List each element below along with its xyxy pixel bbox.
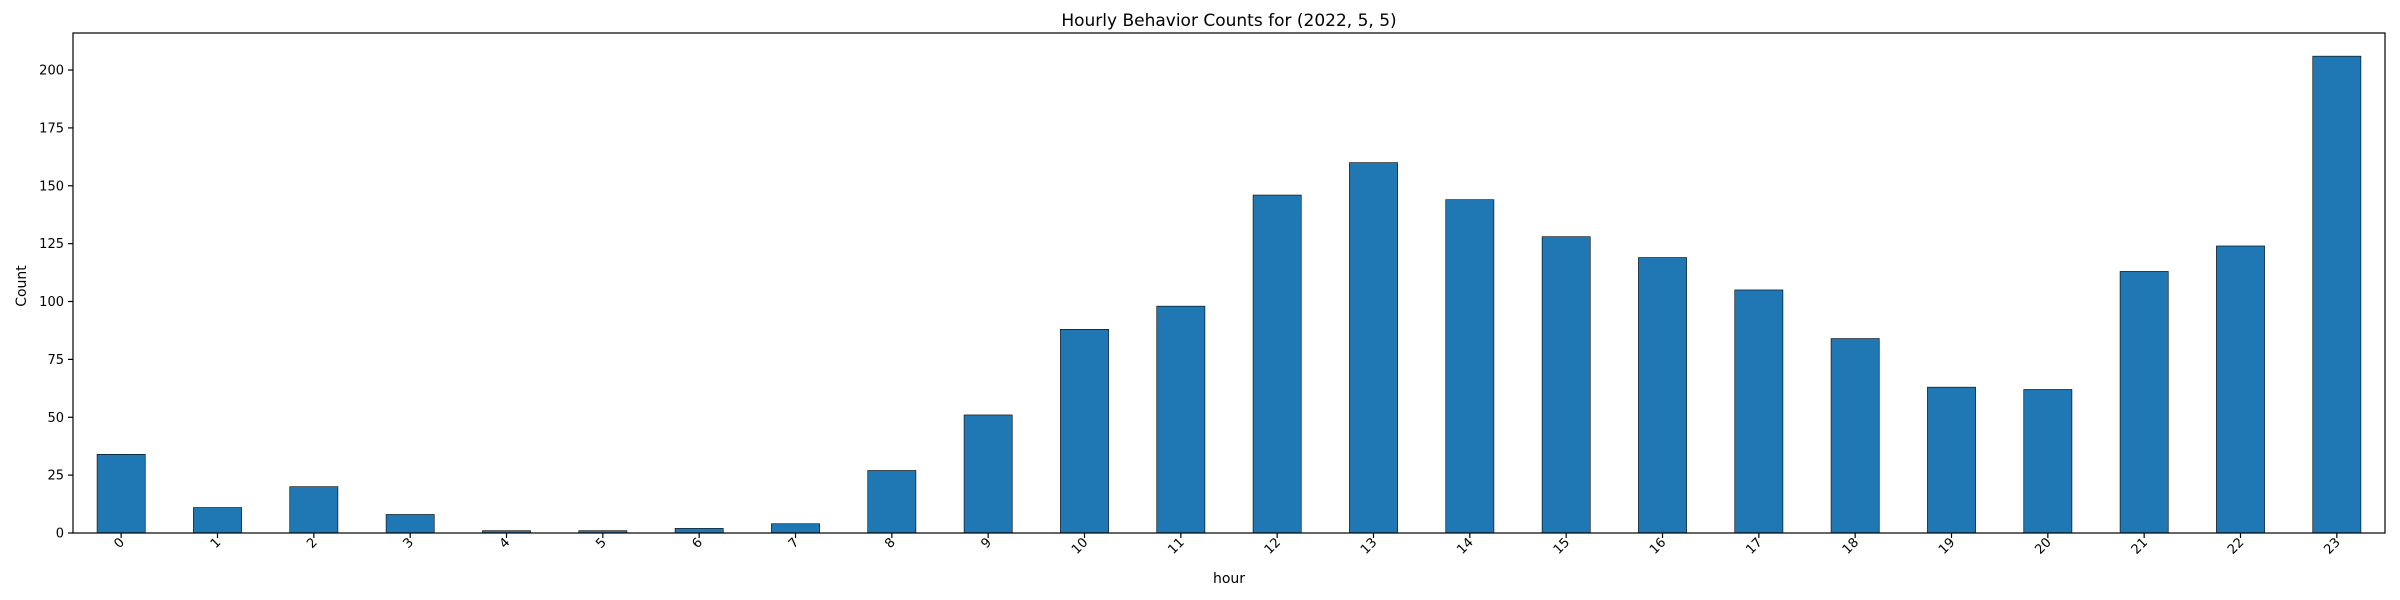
x-tick-label: 11 xyxy=(1165,535,1187,557)
bar-hour-3 xyxy=(385,514,435,534)
x-tick-label: 15 xyxy=(1551,535,1573,557)
bar-hour-23 xyxy=(2312,55,2362,534)
x-tick-label: 22 xyxy=(2225,535,2247,557)
x-tick-label: 16 xyxy=(1647,535,1669,557)
bar-hour-7 xyxy=(771,523,820,534)
x-axis-label: hour xyxy=(1213,571,1245,587)
bars-group xyxy=(96,55,2362,534)
x-tick-label: 20 xyxy=(2032,535,2054,557)
x-tick-label: 14 xyxy=(1454,535,1476,557)
x-tick-label: 0 xyxy=(112,535,128,551)
y-axis-ticks: 0 25 50 75 100 125 150 175 200 xyxy=(39,64,73,542)
y-tick-label: 50 xyxy=(47,411,64,426)
x-tick-label: 6 xyxy=(690,535,706,551)
x-tick-label: 10 xyxy=(1069,535,1091,557)
plot-frame xyxy=(72,32,2386,534)
bar-hour-18 xyxy=(1830,338,1880,534)
bar-hour-15 xyxy=(1541,236,1591,534)
x-tick-label: 1 xyxy=(208,535,224,551)
y-tick-label: 125 xyxy=(39,237,64,252)
bar-hour-12 xyxy=(1252,194,1302,534)
bar-hour-16 xyxy=(1638,257,1687,534)
chart-title: Hourly Behavior Counts for (2022, 5, 5) xyxy=(1061,11,1396,31)
bar-hour-0 xyxy=(96,453,146,534)
bar-hour-19 xyxy=(1927,386,1976,534)
x-tick-label: 12 xyxy=(1262,535,1284,557)
x-tick-label: 18 xyxy=(1840,535,1862,557)
x-tick-label: 8 xyxy=(882,535,898,551)
y-tick-label: 150 xyxy=(39,179,64,194)
x-tick-label: 21 xyxy=(2129,535,2151,557)
y-axis-label: Count xyxy=(14,265,30,307)
bar-hour-21 xyxy=(2119,271,2169,534)
bar-hour-9 xyxy=(963,414,1013,534)
x-tick-label: 4 xyxy=(497,535,513,551)
x-tick-label: 19 xyxy=(1936,535,1958,557)
bar-hour-10 xyxy=(1060,328,1109,534)
bar-hour-8 xyxy=(867,470,917,534)
bar-hour-6 xyxy=(674,528,724,534)
y-tick-label: 175 xyxy=(39,121,64,136)
x-tick-label: 17 xyxy=(1743,535,1765,557)
y-tick-label: 25 xyxy=(47,469,64,484)
x-tick-label: 2 xyxy=(304,535,320,551)
x-tick-label: 9 xyxy=(979,535,995,551)
x-tick-label: 3 xyxy=(401,535,417,551)
x-tick-label: 5 xyxy=(593,535,609,551)
x-tick-label: 7 xyxy=(786,535,802,551)
bar-hour-14 xyxy=(1445,199,1495,534)
bar-hour-13 xyxy=(1349,162,1398,534)
y-tick-label: 200 xyxy=(39,64,64,79)
bar-hour-11 xyxy=(1156,305,1206,534)
y-tick-label: 75 xyxy=(47,353,64,368)
x-axis-ticks: 0 1 2 3 4 5 6 7 8 9 10 11 12 13 14 15 16 17 18 19 20 21 22 23 xyxy=(112,533,2344,558)
bar-hour-22 xyxy=(2216,245,2265,534)
x-tick-label: 23 xyxy=(2321,535,2343,557)
y-tick-label: 100 xyxy=(39,295,64,310)
bar-hour-1 xyxy=(193,507,242,534)
bar-hour-17 xyxy=(1734,289,1784,534)
x-tick-label: 13 xyxy=(1358,535,1380,557)
axes-frame xyxy=(72,32,2386,534)
bar-hour-2 xyxy=(289,486,339,534)
bar-hour-20 xyxy=(2023,389,2073,534)
y-tick-label: 0 xyxy=(56,527,64,542)
